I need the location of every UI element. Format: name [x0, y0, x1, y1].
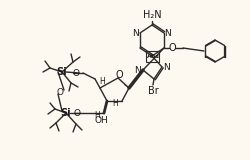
Text: O: O — [168, 43, 175, 53]
Text: N: N — [163, 63, 170, 72]
Text: Abs: Abs — [146, 53, 159, 59]
Text: N: N — [134, 65, 141, 75]
Text: Si: Si — [56, 67, 67, 77]
Text: H: H — [94, 111, 100, 120]
Text: OH: OH — [94, 116, 108, 124]
Text: O: O — [73, 108, 80, 117]
Text: Br: Br — [147, 86, 158, 96]
Text: O: O — [56, 88, 63, 96]
Text: N: N — [164, 28, 171, 37]
Text: H: H — [112, 99, 117, 108]
Text: O: O — [115, 70, 122, 80]
Text: O: O — [72, 68, 79, 77]
Text: Si: Si — [60, 108, 71, 118]
Text: N: N — [132, 28, 139, 37]
FancyBboxPatch shape — [146, 51, 159, 61]
Text: H: H — [99, 76, 104, 85]
Text: H₂N: H₂N — [142, 10, 161, 20]
